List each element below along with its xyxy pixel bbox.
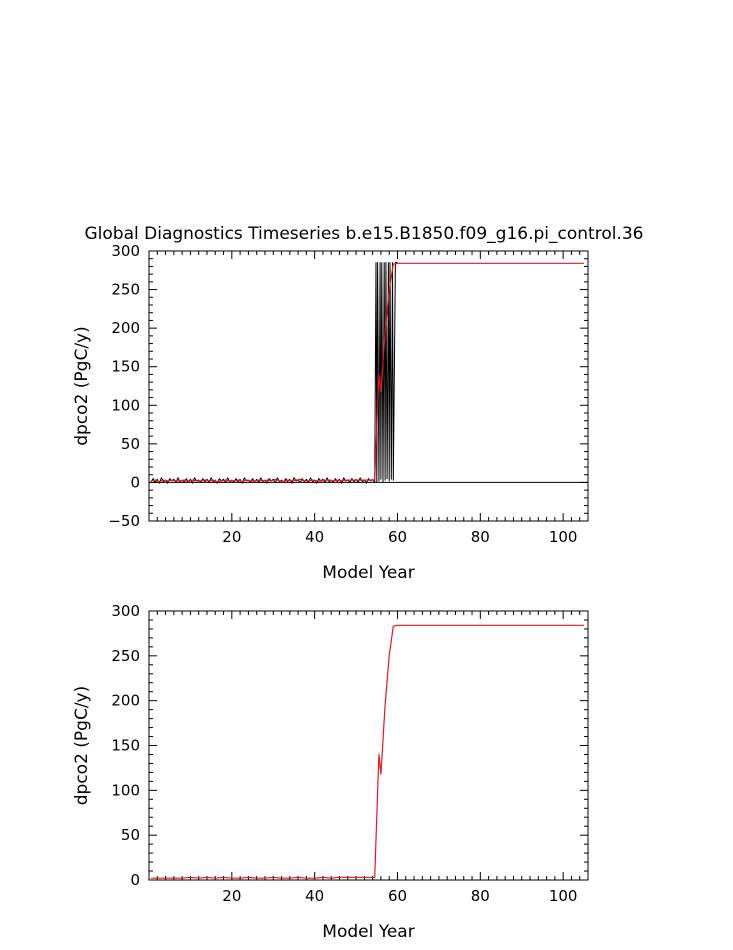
x-tick-label: 60 <box>388 887 407 905</box>
y-tick-label: 50 <box>121 435 140 453</box>
x-tick-label: 60 <box>388 528 407 546</box>
plot-frame <box>148 250 589 522</box>
x-tick-label: 40 <box>305 887 324 905</box>
y-tick-label: 0 <box>130 871 140 889</box>
y-tick-label: 250 <box>111 647 140 665</box>
annual-series-line <box>151 624 584 879</box>
x-tick-label: 80 <box>471 528 490 546</box>
plot-frame <box>148 610 589 881</box>
x-tick-label: 100 <box>549 887 578 905</box>
y-tick-label: −50 <box>108 512 140 530</box>
x-tick-label: 100 <box>549 528 578 546</box>
timeseries-panel-bottom: 20 40 60 80 100 0 50 100 150 200 250 300 Model Year d… <box>72 602 589 942</box>
x-tick-label: 20 <box>222 887 241 905</box>
y-tick-label: 150 <box>111 358 140 376</box>
y-axis-title: dpco2 (PgC/y) <box>72 686 92 806</box>
y-tick-label: 0 <box>130 473 140 491</box>
y-tick-label: 150 <box>111 737 140 755</box>
y-tick-label: 100 <box>111 781 140 799</box>
y-axis-title: dpco2 (PgC/y) <box>72 326 92 446</box>
x-axis-title: Model Year <box>322 563 414 583</box>
x-tick-label: 20 <box>222 528 241 546</box>
x-tick-label: 40 <box>305 528 324 546</box>
y-tick-label: 100 <box>111 396 140 414</box>
y-tick-label: 50 <box>121 826 140 844</box>
annual-series-line <box>150 262 584 483</box>
y-tick-label: 200 <box>111 319 140 337</box>
y-tick-label: 300 <box>111 242 140 260</box>
y-tick-label: 300 <box>111 602 140 620</box>
y-tick-label: 200 <box>111 692 140 710</box>
monthly-series-line <box>150 262 398 484</box>
figure-title: Global Diagnostics Timeseries b.e15.B185… <box>85 224 644 244</box>
timeseries-panel-top: 20 40 60 80 100 −50 0 50 100 150 200 250 300 Model Ye… <box>72 242 589 583</box>
x-axis-title: Model Year <box>322 922 414 942</box>
y-tick-label: 250 <box>111 281 140 299</box>
x-tick-label: 80 <box>471 887 490 905</box>
